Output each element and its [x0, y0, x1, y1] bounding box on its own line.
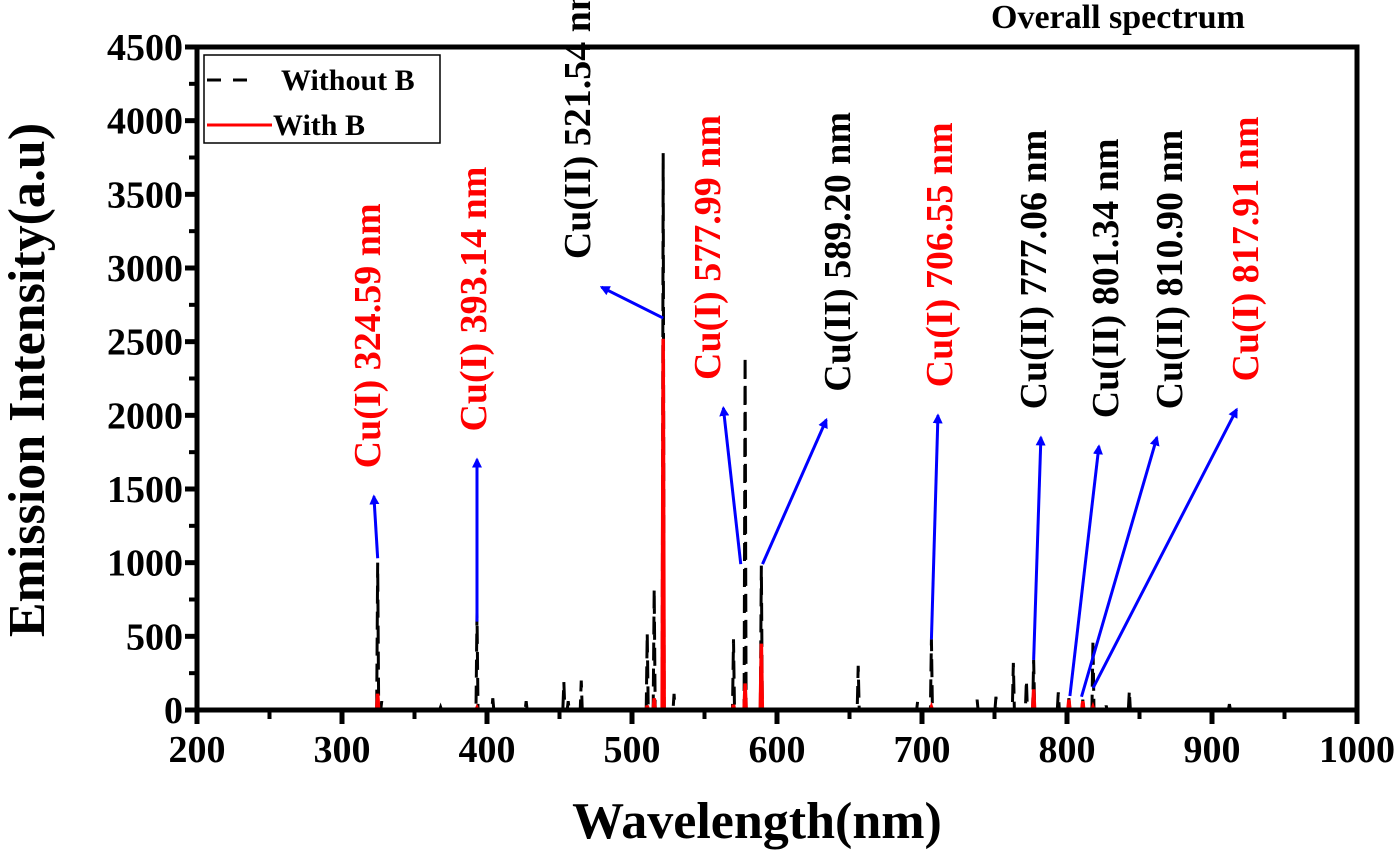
annotation-label: Cu(I) 393.14 nm — [453, 167, 495, 432]
annotation-arrow — [1068, 444, 1103, 697]
annotation-label: Cu(II) 777.06 nm — [1013, 130, 1055, 410]
chart-title: Overall spectrum — [991, 0, 1245, 36]
x-tick-label: 400 — [459, 729, 516, 771]
y-tick-label: 4000 — [107, 101, 183, 143]
legend-box — [203, 54, 441, 144]
x-tick-label: 800 — [1039, 729, 1096, 771]
legend-label-without-b: Without B — [281, 64, 415, 97]
annotation-label: Cu(I) 324.59 nm — [347, 203, 389, 468]
annotation-label: Cu(I) 706.55 nm — [919, 122, 961, 387]
annotation-arrow — [929, 413, 943, 640]
annotation-label: Cu(II) 521.54 nm — [557, 0, 599, 259]
legend-label-with-b: With B — [273, 109, 365, 142]
y-tick-label: 0 — [164, 690, 183, 732]
x-tick-label: 900 — [1184, 729, 1241, 771]
x-tick-label: 600 — [749, 729, 806, 771]
y-axis-title: Emission Intensity(a.u) — [0, 123, 56, 637]
annotation-label: Cu(I) 817.91 nm — [1225, 116, 1267, 381]
y-tick-label: 1500 — [107, 469, 183, 511]
annotation-label: Cu(I) 577.99 nm — [687, 115, 729, 380]
axes: 0 500 1000 1500 2000 2500 3000 3500 4000 4500 200 3… — [107, 27, 1395, 771]
y-tick-label: 3500 — [107, 174, 183, 216]
legend: Without B With B — [203, 54, 441, 144]
annotation-arrow — [599, 285, 664, 320]
x-axis-title: Wavelength(nm) — [572, 793, 942, 850]
x-tick-label: 700 — [894, 729, 951, 771]
annotation-arrow — [761, 417, 828, 565]
annotation-labels: Cu(I) 324.59 nm Cu(I) 393.14 nm Cu(II) 521… — [347, 0, 1267, 468]
y-tick-label: 500 — [126, 616, 183, 658]
x-tick-label: 1000 — [1319, 729, 1395, 771]
annotation-arrow — [1091, 407, 1238, 689]
annotation-arrow — [719, 405, 743, 565]
x-tick-label: 500 — [604, 729, 661, 771]
y-tick-label: 1000 — [107, 543, 183, 585]
y-tick-label: 4500 — [107, 27, 183, 69]
y-tick-label: 3000 — [107, 248, 183, 290]
x-tick-label: 300 — [314, 729, 371, 771]
y-tick-label: 2500 — [107, 322, 183, 364]
annotation-arrow — [1080, 435, 1160, 698]
x-tick-label: 200 — [169, 729, 226, 771]
annotation-label: Cu(II) 801.34 nm — [1085, 139, 1127, 419]
annotation-label: Cu(II) 810.90 nm — [1149, 130, 1191, 410]
annotation-arrow — [369, 494, 380, 559]
y-tick-label: 2000 — [107, 395, 183, 437]
annotation-arrow — [1032, 435, 1046, 660]
annotation-arrows — [369, 285, 1238, 698]
annotation-label: Cu(II) 589.20 nm — [817, 112, 859, 392]
